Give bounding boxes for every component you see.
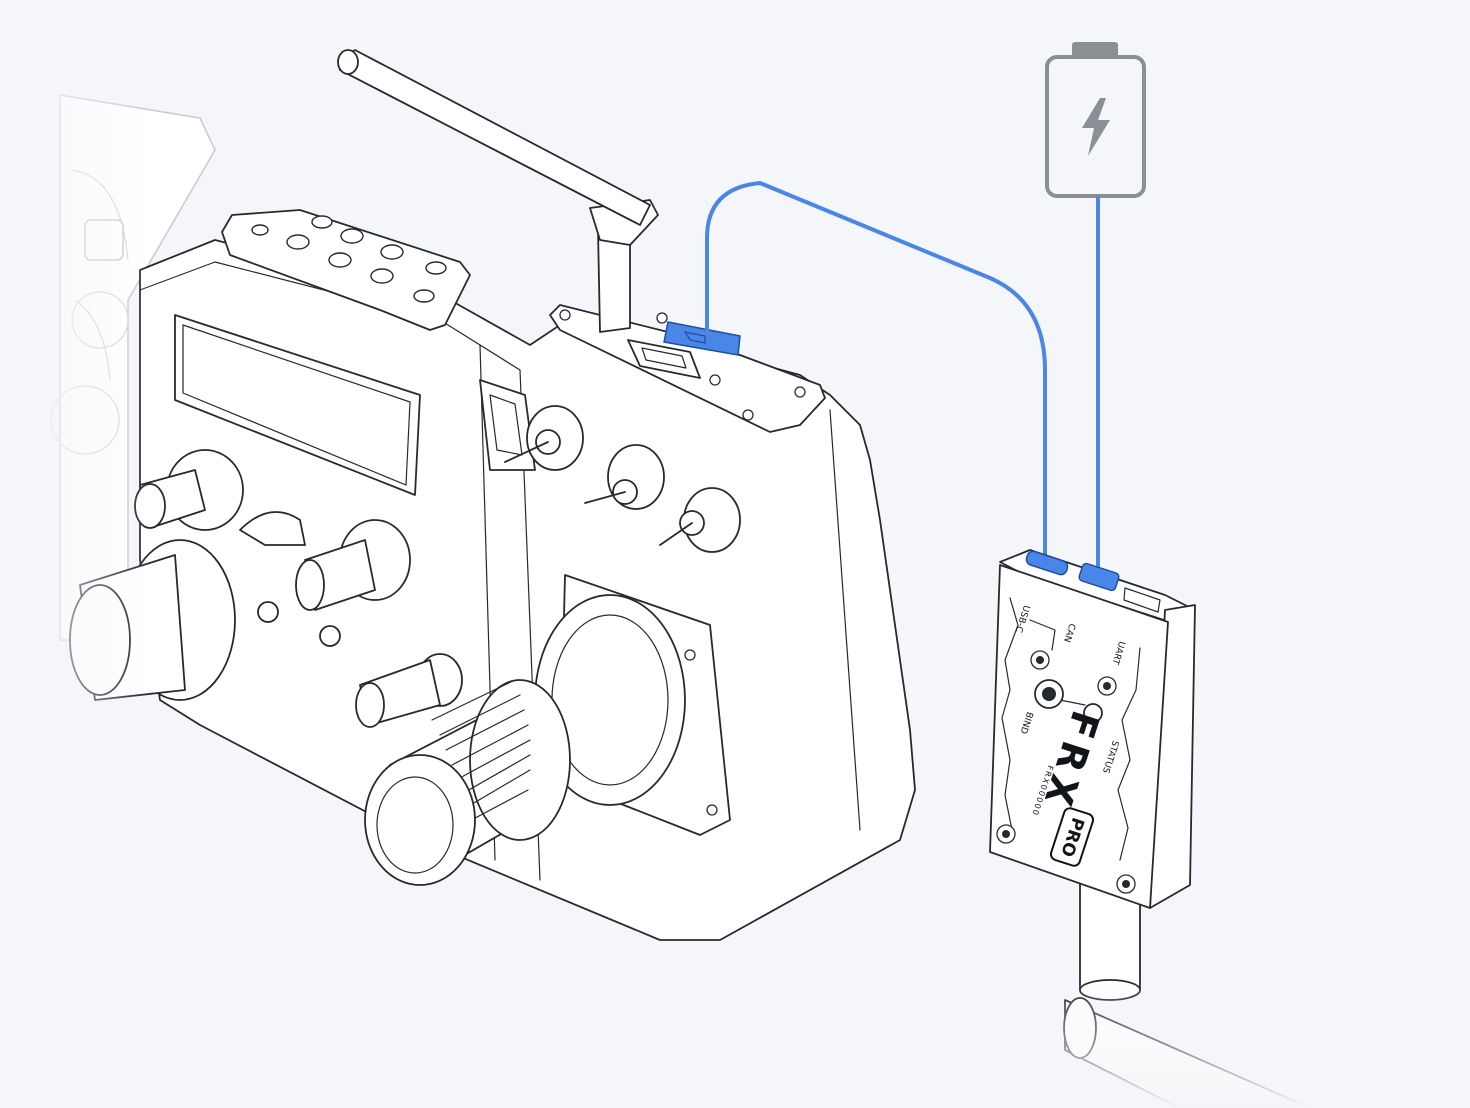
- mount-rod: [1040, 870, 1340, 1108]
- bind-button[interactable]: [1035, 680, 1063, 708]
- receiver-module: PRO FRX FRX00000 USB-C CAN UART BIND STA…: [990, 550, 1195, 908]
- controller-unit: [0, 50, 915, 940]
- battery-icon: [1047, 42, 1144, 196]
